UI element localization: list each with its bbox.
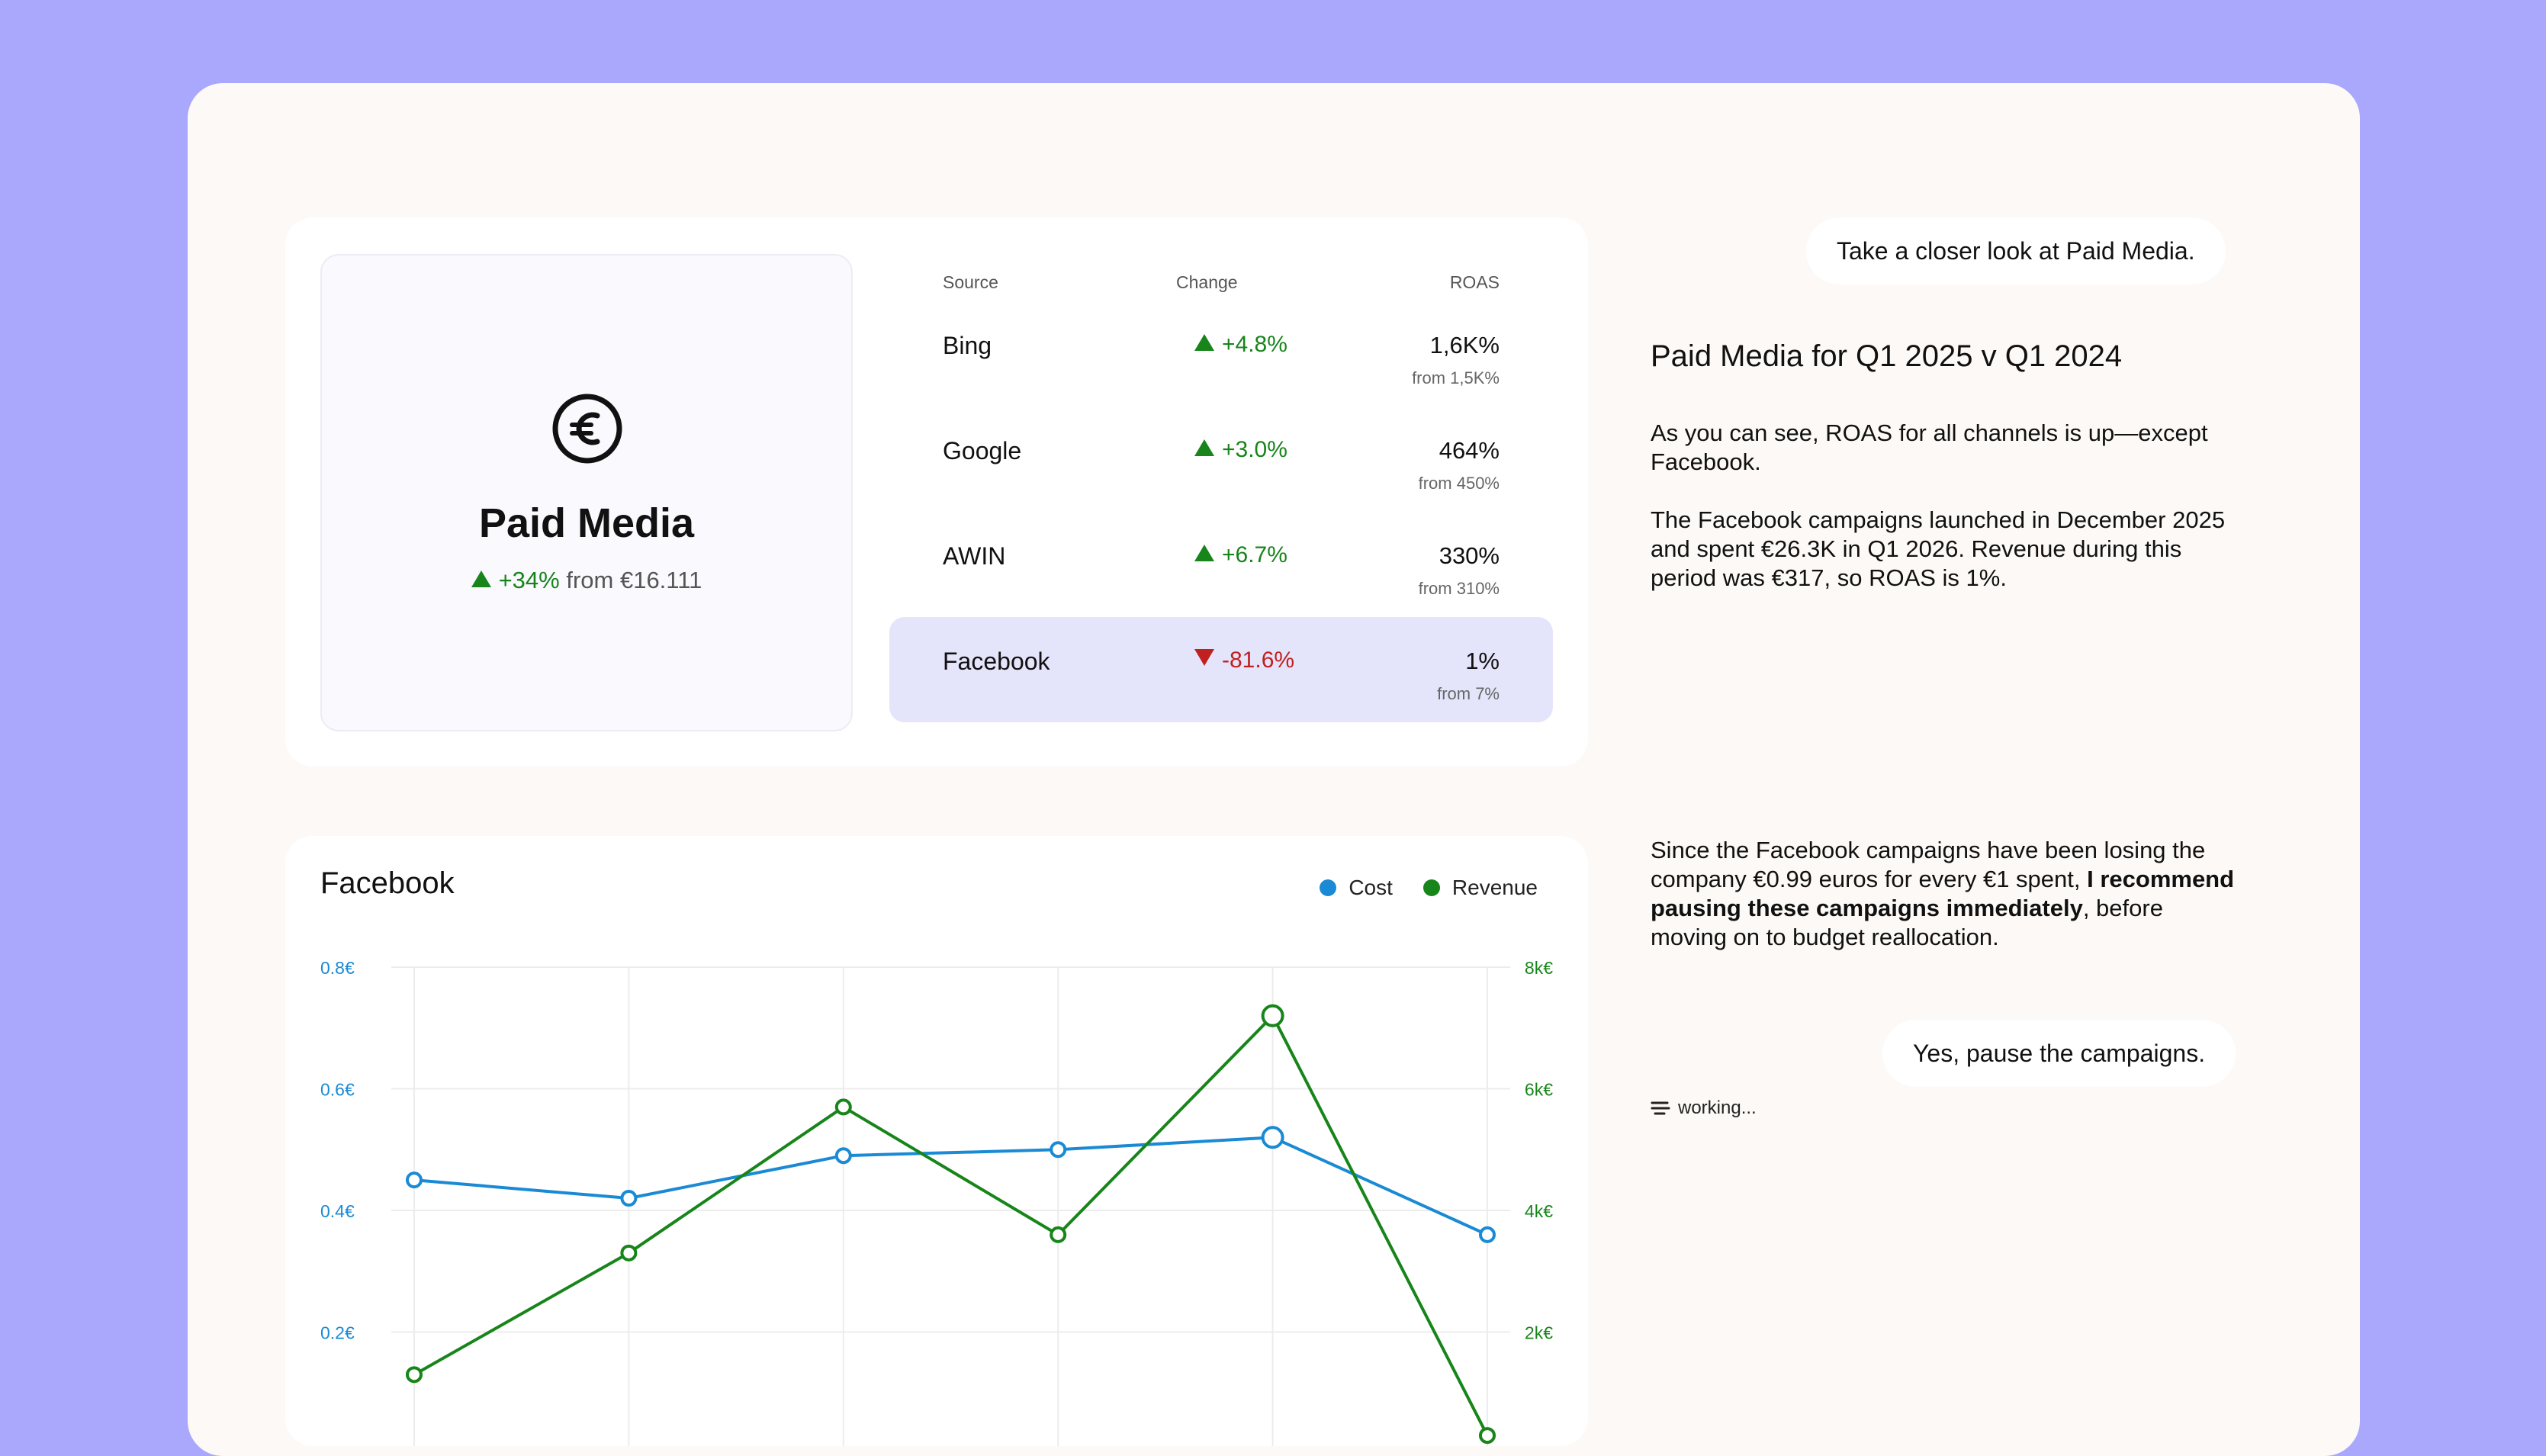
- user-message-bubble: Take a closer look at Paid Media.: [1806, 217, 2226, 284]
- row-roas-from: from 7%: [1437, 684, 1500, 703]
- legend-label-revenue: Revenue: [1451, 876, 1538, 899]
- kpi-change: +34% from €16.111: [322, 567, 851, 594]
- assistant-message: As you can see, ROAS for all channels is…: [1651, 419, 2245, 622]
- legend-swatch-cost: [1320, 879, 1337, 896]
- left-axis-tick-label: 0.4€: [320, 1201, 355, 1221]
- data-point-revenue: [1261, 1004, 1284, 1027]
- right-axis-tick-label: 4k€: [1525, 1201, 1553, 1221]
- left-axis-tick-label: 0.6€: [320, 1080, 355, 1100]
- table-row-awin[interactable]: AWIN +6.7% 330% from 310%: [889, 512, 1553, 617]
- assistant-paragraph: The Facebook campaigns launched in Decem…: [1651, 506, 2226, 591]
- status-text: working...: [1678, 1098, 1757, 1118]
- column-header-roas: ROAS: [1449, 272, 1500, 292]
- chart-legend: Cost Revenue: [1320, 876, 1538, 900]
- column-header-source: Source: [943, 272, 998, 292]
- assistant-paragraph: As you can see, ROAS for all channels is…: [1651, 419, 2208, 475]
- table-row-google[interactable]: Google +3.0% 464% from 450%: [889, 407, 1553, 512]
- chart-title: Facebook: [320, 866, 455, 900]
- up-arrow-icon: [1194, 439, 1214, 456]
- recommendation-text: Since the Facebook campaigns have been l…: [1651, 837, 2206, 892]
- legend-swatch-revenue: [1422, 879, 1440, 896]
- recommendation-bold: I recommend pausing these campaigns: [1651, 866, 2235, 921]
- row-source: AWIN: [943, 542, 1006, 570]
- facebook-chart-card: Facebook Cost Revenue 0 0 0.2€ 2k€ 0.4€ 4k€ 0.…: [285, 836, 1588, 1446]
- right-axis-tick-label: 8k€: [1525, 958, 1553, 978]
- working-status: working...: [1651, 1098, 1757, 1119]
- table-row-facebook[interactable]: Facebook -81.6% 1% from 7%: [889, 617, 1553, 722]
- row-roas-from: from 1,5K%: [1412, 368, 1500, 387]
- data-point-cost: [834, 1147, 852, 1165]
- row-roas-from: from 310%: [1418, 579, 1500, 598]
- row-change: +4.8%: [1194, 332, 1332, 358]
- data-point-revenue: [1050, 1226, 1067, 1243]
- kpi-from-value: from €16.111: [566, 567, 702, 593]
- paid-media-summary-card: Paid Media +34% from €16.111 Source Chan…: [285, 217, 1588, 767]
- row-source: Google: [943, 437, 1022, 464]
- down-arrow-icon: [1194, 649, 1214, 666]
- data-point-cost: [1050, 1141, 1067, 1159]
- row-roas-from: from 450%: [1418, 474, 1500, 493]
- left-axis-tick-label: 0.8€: [320, 958, 355, 978]
- kpi-title: Paid Media: [478, 500, 695, 546]
- data-point-cost: [1261, 1126, 1284, 1149]
- row-change-value: -81.6%: [1222, 648, 1295, 673]
- up-arrow-icon: [1194, 334, 1214, 351]
- kpi-change-value: +34%: [498, 567, 560, 593]
- column-header-change: Change: [1176, 272, 1238, 292]
- table-row-bing[interactable]: Bing +4.8% 1,6K% from 1,5K%: [889, 301, 1553, 407]
- right-axis-tick-label: 2k€: [1525, 1323, 1553, 1343]
- up-arrow-icon: [1194, 545, 1214, 561]
- euro-icon: [552, 394, 622, 464]
- data-point-cost: [620, 1190, 638, 1207]
- row-change-value: +3.0%: [1222, 437, 1287, 462]
- legend-item-cost[interactable]: Cost: [1320, 876, 1393, 900]
- right-axis-tick-label: 0: [1543, 1445, 1553, 1446]
- recommendation-bold: immediately: [1946, 895, 2083, 921]
- row-source: Facebook: [943, 648, 1050, 675]
- row-change-value: +4.8%: [1222, 332, 1287, 357]
- series-line-revenue: [413, 1014, 1489, 1436]
- app-window: Paid Media +34% from €16.111 Source Chan…: [188, 83, 2360, 1456]
- legend-label-cost: Cost: [1349, 876, 1393, 899]
- left-axis-tick-label: 0: [320, 1445, 330, 1446]
- row-change-value: +6.7%: [1222, 542, 1287, 567]
- source-table: Source Change ROAS Bing +4.8% 1,6K% from 1,…: [889, 254, 1553, 731]
- legend-item-revenue[interactable]: Revenue: [1422, 876, 1538, 900]
- right-axis-tick-label: 6k€: [1525, 1080, 1553, 1100]
- working-icon: [1651, 1101, 1670, 1115]
- user-message-bubble: Yes, pause the campaigns.: [1882, 1020, 2236, 1087]
- line-chart: 000.2€2k€0.4€4k€0.6€6k€0.8€8k€W11W12W13W…: [320, 958, 1553, 1446]
- assistant-recommendation: Since the Facebook campaigns have been l…: [1651, 836, 2245, 952]
- row-roas: 1,6K%: [1429, 332, 1500, 358]
- row-roas: 1%: [1465, 648, 1500, 674]
- assistant-heading: Paid Media for Q1 2025 v Q1 2024: [1651, 339, 2123, 373]
- up-arrow-icon: [471, 571, 491, 587]
- row-roas: 464%: [1439, 437, 1500, 464]
- row-change: +6.7%: [1194, 542, 1332, 568]
- data-point-revenue: [406, 1366, 423, 1384]
- row-change: -81.6%: [1194, 648, 1332, 673]
- data-point-cost: [1479, 1226, 1496, 1243]
- data-point-revenue: [620, 1244, 638, 1262]
- left-axis-tick-label: 0.2€: [320, 1323, 355, 1343]
- recommendation-text: , before moving on to budget reallocatio…: [1651, 895, 2163, 950]
- row-roas: 330%: [1439, 542, 1500, 569]
- data-point-revenue: [1479, 1427, 1496, 1445]
- data-point-revenue: [834, 1098, 852, 1116]
- kpi-tile[interactable]: Paid Media +34% from €16.111: [320, 254, 853, 731]
- series-line-cost: [413, 1136, 1488, 1236]
- row-source: Bing: [943, 332, 992, 359]
- row-change: +3.0%: [1194, 437, 1332, 463]
- data-point-cost: [406, 1172, 423, 1189]
